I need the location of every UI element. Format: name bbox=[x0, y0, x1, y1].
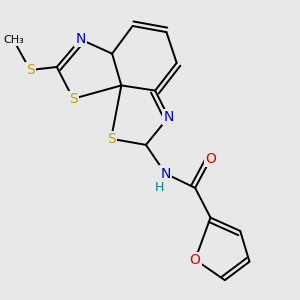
Text: H: H bbox=[154, 182, 164, 194]
Text: S: S bbox=[69, 92, 77, 106]
Text: S: S bbox=[107, 132, 116, 146]
Text: S: S bbox=[26, 63, 34, 77]
Text: CH₃: CH₃ bbox=[3, 35, 24, 45]
Text: N: N bbox=[163, 110, 174, 124]
Text: O: O bbox=[190, 253, 201, 267]
Text: N: N bbox=[160, 167, 171, 181]
Text: N: N bbox=[75, 32, 85, 46]
Text: O: O bbox=[205, 152, 216, 166]
